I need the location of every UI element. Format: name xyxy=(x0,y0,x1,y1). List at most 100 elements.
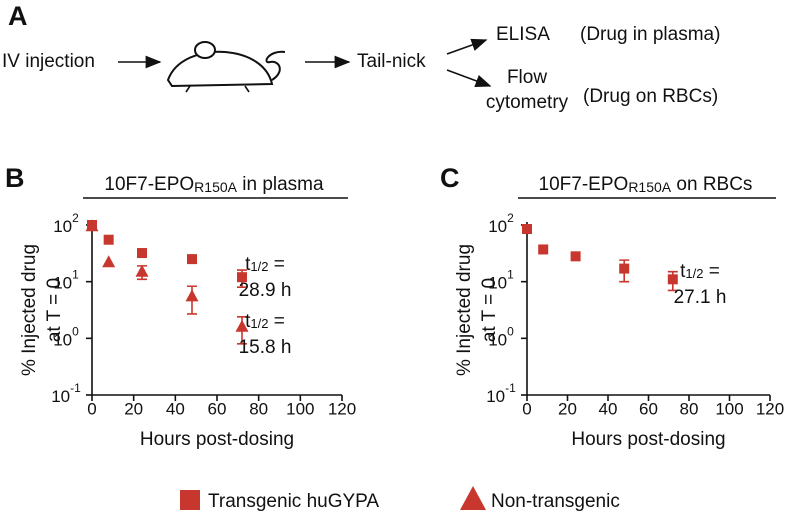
annotation: 27.1 h xyxy=(674,287,727,308)
data-point xyxy=(237,272,247,283)
panel-label: B xyxy=(5,163,25,193)
data-point xyxy=(85,219,99,232)
x-tick-label: 40 xyxy=(599,399,618,418)
note-label: (Drug in plasma) xyxy=(580,24,720,45)
text-part: t xyxy=(680,261,686,282)
x-tick-label: 60 xyxy=(208,399,227,418)
y-axis-label: % Injected drug xyxy=(454,244,475,376)
text-part: 1/2 xyxy=(250,259,268,274)
x-axis-label: Hours post-dosing xyxy=(571,429,725,450)
legend-label: Non-transgenic xyxy=(491,491,620,512)
text-part: R150A xyxy=(628,179,671,195)
text-part: -1 xyxy=(505,381,516,395)
annotation: t1/2 = xyxy=(245,311,285,332)
text-part: 10 xyxy=(53,331,72,350)
x-tick-label: 20 xyxy=(558,399,577,418)
method-label: ELISA xyxy=(496,24,550,45)
data-point xyxy=(187,254,197,265)
legend-marker xyxy=(180,490,200,510)
data-point xyxy=(103,234,114,245)
data-point xyxy=(619,263,630,274)
data-point xyxy=(538,244,549,255)
y-axis-label: at T = 0 xyxy=(479,278,500,342)
chart-title: 10F7-EPOR150A in plasma xyxy=(104,174,324,195)
legend-label: Transgenic huGYPA xyxy=(208,491,379,512)
data-point xyxy=(522,223,532,234)
x-tick-label: 100 xyxy=(286,399,314,418)
panel-label: A xyxy=(8,1,28,31)
text-part: 10 xyxy=(488,217,507,236)
text-part: 2 xyxy=(72,211,79,225)
annotation: 28.9 h xyxy=(239,280,292,301)
x-tick-label: 80 xyxy=(680,399,699,418)
y-axis-label: % Injected drug xyxy=(19,244,40,376)
x-tick-label: 0 xyxy=(522,399,531,418)
text-part: 10 xyxy=(488,331,507,350)
y-tick-label: 100 xyxy=(53,325,79,350)
step-label: IV injection xyxy=(2,51,95,72)
y-tick-label: 10-1 xyxy=(486,381,516,406)
y-tick-label: 100 xyxy=(488,325,514,350)
y-tick-label: 101 xyxy=(488,268,514,293)
data-point xyxy=(570,251,581,262)
annotation: 15.8 h xyxy=(239,337,292,358)
text-part: 10F7-EPO xyxy=(539,174,629,195)
arrow xyxy=(446,69,492,87)
chart-title: 10F7-EPOR150A on RBCs xyxy=(539,174,753,195)
x-tick-label: 80 xyxy=(249,399,268,418)
text-part: 1 xyxy=(72,268,79,282)
text-part: 2 xyxy=(507,211,514,225)
text-part: = xyxy=(268,254,284,275)
x-axis-label: Hours post-dosing xyxy=(140,429,294,450)
panel-label: C xyxy=(440,163,460,193)
y-axis-label: at T = 0 xyxy=(44,278,65,342)
y-tick-label: 102 xyxy=(488,211,514,236)
arrow xyxy=(446,38,488,55)
x-tick-label: 20 xyxy=(124,399,143,418)
data-point xyxy=(135,264,149,277)
text-part: 10F7-EPO xyxy=(104,174,194,195)
x-tick-label: 60 xyxy=(639,399,658,418)
text-part: R150A xyxy=(194,179,237,195)
y-tick-label: 102 xyxy=(53,211,79,236)
data-point xyxy=(667,274,678,285)
data-point xyxy=(235,319,249,332)
data-point xyxy=(102,255,116,268)
text-part: -1 xyxy=(70,381,81,395)
text-part: in plasma xyxy=(237,174,324,195)
text-part: 1 xyxy=(507,268,514,282)
text-part: = xyxy=(268,311,284,332)
note-label: (Drug on RBCs) xyxy=(583,86,718,107)
x-tick-label: 120 xyxy=(756,399,784,418)
legend-marker xyxy=(460,486,486,510)
text-part: 0 xyxy=(72,325,79,339)
text-part: 10 xyxy=(53,217,72,236)
text-part: 10 xyxy=(486,387,505,406)
text-part: 10 xyxy=(51,387,70,406)
annotation: t1/2 = xyxy=(680,261,720,282)
text-part: on RBCs xyxy=(671,174,752,195)
text-part: t xyxy=(245,311,251,332)
y-tick-label: 10-1 xyxy=(51,381,81,406)
y-tick-label: 101 xyxy=(53,268,79,293)
x-tick-label: 0 xyxy=(87,399,96,418)
x-tick-label: 40 xyxy=(166,399,185,418)
method-label: cytometry xyxy=(486,92,569,113)
data-point xyxy=(185,289,199,302)
text-part: 1/2 xyxy=(250,316,268,331)
data-point xyxy=(137,248,147,259)
x-tick-label: 100 xyxy=(715,399,743,418)
mouse-icon xyxy=(166,41,286,93)
text-part: = xyxy=(703,261,719,282)
x-tick-label: 120 xyxy=(328,399,356,418)
method-label: Flow xyxy=(507,67,547,88)
step-label: Tail-nick xyxy=(357,51,426,72)
text-part: 0 xyxy=(507,325,514,339)
text-part: 1/2 xyxy=(685,266,703,281)
text-part: 10 xyxy=(488,274,507,293)
text-part: 10 xyxy=(53,274,72,293)
text-part: t xyxy=(245,254,251,275)
annotation: t1/2 = xyxy=(245,254,285,275)
